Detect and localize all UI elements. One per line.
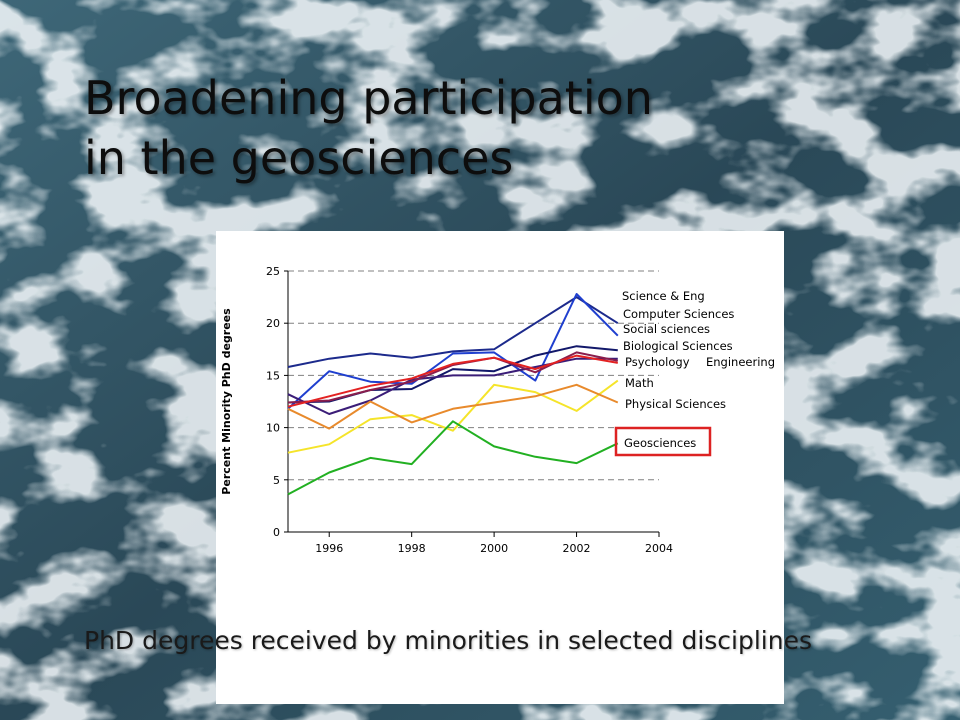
legend-label-psychology: Psychology	[625, 355, 690, 369]
y-tick-label: 0	[273, 526, 280, 539]
line-chart: 0 5 10 15 20 25 1996 1998 2000 2002 2004 Percent Mi…	[220, 265, 775, 555]
series-line-physical-sciences	[287, 383, 619, 430]
legend-label-math: Math	[625, 376, 654, 390]
chart-panel	[216, 231, 784, 704]
slide-title-line-2: in the geosciences	[84, 131, 514, 185]
y-axis-label: Percent Minority PhD degrees	[220, 308, 233, 495]
series-line-engineering	[287, 354, 618, 408]
series-line-biological-sciences	[287, 357, 618, 415]
series-line-geosciences	[287, 420, 619, 496]
slide-caption: PhD degrees received by minorities in se…	[84, 626, 813, 655]
y-tick-label: 20	[266, 317, 280, 330]
legend-label-computer-sciences: Computer Sciences	[623, 307, 734, 321]
y-tick-label: 25	[266, 265, 280, 278]
series-line-science-eng	[287, 296, 619, 368]
y-tick-label: 15	[266, 369, 280, 382]
legend-label-social-sciences: Social sciences	[623, 322, 710, 336]
series-line-computer-sciences	[287, 293, 619, 410]
x-tick-label: 2000	[480, 542, 508, 555]
slide-title-line-1: Broadening participation	[84, 71, 653, 125]
legend-label-geosciences: Geosciences	[624, 436, 696, 450]
x-tick-label: 1996	[315, 542, 343, 555]
y-tick-label: 5	[273, 474, 280, 487]
x-tick-label: 2002	[563, 542, 591, 555]
x-tick-label: 1998	[398, 542, 426, 555]
legend-label-science-eng: Science & Eng	[622, 289, 705, 303]
legend-label-physical-sciences: Physical Sciences	[625, 397, 726, 411]
y-tick-label: 10	[266, 422, 280, 435]
legend-label-engineering: Engineering	[706, 355, 775, 369]
series-line-math	[287, 379, 619, 454]
geosciences-highlight-box	[614, 426, 712, 457]
x-tick-label: 2004	[645, 542, 673, 555]
series-line-psychology	[287, 351, 618, 404]
slide-title: Broadening participation in the geoscien…	[84, 68, 653, 188]
legend-label-biological-sciences: Biological Sciences	[623, 339, 733, 353]
